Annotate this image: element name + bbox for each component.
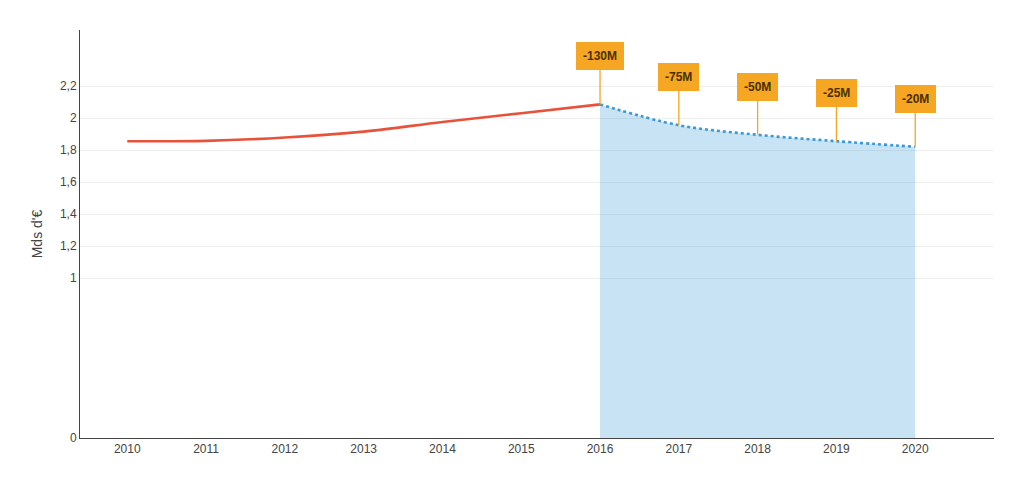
- svg-text:-20M: -20M: [902, 92, 929, 106]
- svg-text:Mds d'€: Mds d'€: [29, 210, 45, 259]
- svg-text:2012: 2012: [272, 442, 299, 456]
- svg-text:2019: 2019: [823, 442, 850, 456]
- svg-text:2020: 2020: [902, 442, 929, 456]
- svg-text:1: 1: [70, 271, 77, 285]
- svg-text:-75M: -75M: [665, 70, 692, 84]
- svg-text:1,6: 1,6: [60, 175, 77, 189]
- svg-text:-25M: -25M: [823, 86, 850, 100]
- svg-text:0: 0: [70, 431, 77, 445]
- svg-text:2014: 2014: [429, 442, 456, 456]
- svg-text:2011: 2011: [193, 442, 219, 456]
- svg-text:2,2: 2,2: [60, 79, 77, 93]
- svg-text:1,2: 1,2: [60, 239, 77, 253]
- svg-text:2: 2: [70, 111, 77, 125]
- svg-text:2010: 2010: [114, 442, 141, 456]
- svg-text:2013: 2013: [350, 442, 377, 456]
- svg-text:2018: 2018: [744, 442, 771, 456]
- svg-text:2016: 2016: [587, 442, 614, 456]
- svg-text:2017: 2017: [665, 442, 692, 456]
- svg-text:-50M: -50M: [744, 80, 771, 94]
- svg-text:1,4: 1,4: [60, 207, 77, 221]
- svg-text:2015: 2015: [508, 442, 535, 456]
- svg-text:-130M: -130M: [583, 49, 617, 63]
- svg-text:1,8: 1,8: [60, 143, 77, 157]
